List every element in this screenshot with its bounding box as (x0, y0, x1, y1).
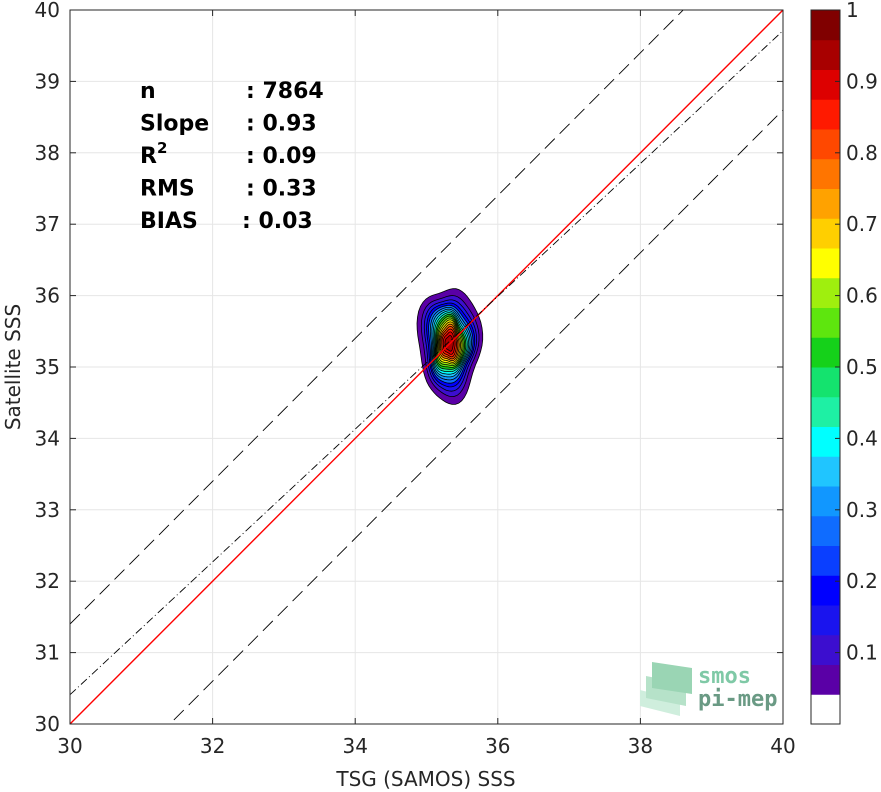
colorbar-segment (811, 337, 840, 368)
stat-label: RMS (140, 177, 195, 202)
regression-line (70, 30, 783, 696)
colorbar-tick-label: 0.2 (846, 569, 878, 593)
x-tick-label: 38 (628, 734, 653, 758)
colorbar-segment (811, 10, 840, 41)
colorbar-segment (811, 277, 840, 308)
colorbar-tick-label: 0.9 (846, 69, 878, 93)
colorbar-tick-label: 0.3 (846, 498, 878, 522)
colorbar-segment (811, 396, 840, 427)
y-tick-label: 40 (35, 0, 60, 22)
colorbar-segment (811, 486, 840, 517)
colorbar-tick-label: 0.1 (846, 641, 878, 665)
stat-value: : 0.33 (246, 177, 317, 202)
statistics-box: n : 7864 Slope : 0.93 R2 : 0.09 RMS : 0.33 BIAS:… (140, 79, 324, 234)
colorbar-segment (811, 664, 840, 695)
lower-bound-line (169, 109, 783, 724)
y-tick-label: 38 (35, 141, 60, 165)
y-tick-label: 31 (35, 641, 60, 665)
colorbar-segment (811, 129, 840, 160)
y-tick-label: 37 (35, 212, 60, 236)
stat-superscript: 2 (157, 139, 167, 157)
upper-bound-line (70, 10, 684, 625)
colorbar-segment (811, 307, 840, 338)
smos-pimep-logo: smos pi-mep (640, 662, 777, 716)
identity-line (70, 10, 783, 724)
stat-value: : 0.93 (246, 112, 317, 137)
stat-label: R (140, 144, 157, 169)
colorbar-segment (811, 456, 840, 487)
colorbar-tick-label: 0.4 (846, 426, 878, 450)
logo-mark-icon (640, 662, 692, 716)
colorbar-segment (811, 218, 840, 249)
stat-label: BIAS (140, 209, 198, 234)
axis-ticks: 30 32 34 36 38 40 30 31 32 33 34 35 36 37 38 39 40 (35, 0, 796, 758)
stat-label: Slope (140, 112, 209, 137)
colorbar-ticks: 0.1 0.2 0.3 0.4 0.5 0.6 0.7 0.8 0.9 1 (835, 0, 878, 665)
colorbar-segment (811, 188, 840, 219)
x-axis-label: TSG (SAMOS) SSS (335, 767, 515, 791)
x-tick-label: 32 (200, 734, 225, 758)
y-axis-label: Satellite SSS (1, 304, 25, 430)
colorbar-segment (811, 426, 840, 457)
x-tick-label: 30 (57, 734, 82, 758)
colorbar-segment (811, 694, 840, 725)
reference-lines (70, 10, 783, 724)
colorbar-segment (811, 248, 840, 279)
colorbar-segment (811, 69, 840, 100)
stat-value: : 7864 (246, 79, 324, 104)
colorbar-tick-label: 0.7 (846, 212, 878, 236)
x-tick-label: 36 (485, 734, 510, 758)
y-tick-label: 35 (35, 355, 60, 379)
x-tick-label: 40 (770, 734, 795, 758)
y-tick-label: 30 (35, 712, 60, 736)
colorbar-segment (811, 158, 840, 189)
colorbar-segment (811, 39, 840, 70)
y-tick-label: 34 (35, 426, 60, 450)
logo-text-smos: smos (698, 664, 751, 689)
colorbar-segment (811, 515, 840, 546)
x-tick-label: 34 (342, 734, 367, 758)
colorbar-segment (811, 367, 840, 398)
colorbar-tick-label: 0.5 (846, 355, 878, 379)
y-tick-label: 39 (35, 69, 60, 93)
stat-value: : 0.09 (246, 144, 317, 169)
colorbar (811, 10, 840, 725)
colorbar-segment (811, 575, 840, 606)
colorbar-segment (811, 545, 840, 576)
grid (70, 10, 783, 724)
y-tick-label: 32 (35, 569, 60, 593)
colorbar-tick-label: 1 (846, 0, 859, 22)
colorbar-tick-label: 0.6 (846, 284, 878, 308)
y-tick-label: 33 (35, 498, 60, 522)
stat-label: n (140, 79, 156, 104)
colorbar-tick-label: 0.8 (846, 141, 878, 165)
stat-value: : 0.03 (242, 209, 313, 234)
colorbar-segment (811, 634, 840, 665)
density-contours (416, 288, 484, 405)
y-tick-label: 36 (35, 284, 60, 308)
colorbar-segment (811, 99, 840, 130)
logo-text-pimep: pi-mep (698, 687, 777, 712)
colorbar-segment (811, 605, 840, 636)
